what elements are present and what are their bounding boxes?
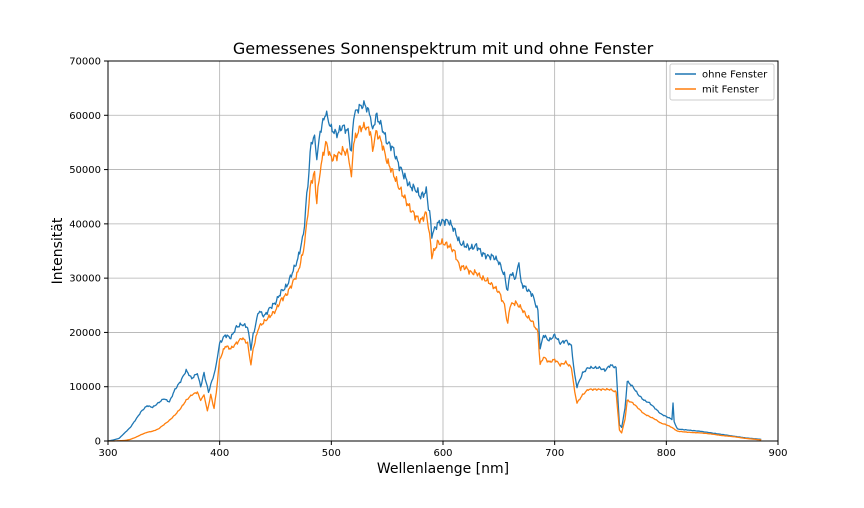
legend-label-ohne-fenster: ohne Fenster — [702, 70, 768, 81]
y-axis-ticks: 0 10000 20000 30000 40000 50000 60000 70000 — [69, 57, 108, 448]
series-line-mit-fenster — [108, 121, 762, 442]
y-tick-label-7: 70000 — [69, 57, 101, 68]
x-tick-label-4: 700 — [545, 448, 564, 459]
y-tick-label-3: 30000 — [69, 274, 101, 285]
y-tick-label-6: 60000 — [69, 111, 101, 122]
x-tick-label-1: 400 — [210, 448, 229, 459]
x-tick-label-5: 800 — [657, 448, 676, 459]
y-tick-label-1: 10000 — [69, 382, 101, 393]
y-tick-label-4: 40000 — [69, 219, 101, 230]
x-tick-label-2: 500 — [322, 448, 341, 459]
legend-box — [669, 63, 775, 101]
y-tick-label-5: 50000 — [69, 165, 101, 176]
series-group — [107, 100, 762, 442]
x-axis-ticks: 300 400 500 600 700 800 900 — [98, 441, 788, 459]
x-tick-label-3: 600 — [433, 448, 452, 459]
x-axis-label: Wellenlaenge [nm] — [377, 461, 509, 477]
y-axis-label: Intensität — [50, 217, 66, 284]
series-line-ohne-fenster — [107, 100, 762, 442]
x-tick-label-6: 900 — [768, 448, 787, 459]
y-tick-label-2: 20000 — [69, 328, 101, 339]
legend-label-mit-fenster: mit Fenster — [702, 85, 760, 96]
chart-title: Gemessenes Sonnenspektrum mit und ohne F… — [233, 39, 654, 58]
y-tick-label-0: 0 — [95, 437, 101, 448]
legend: ohne Fenster mit Fenster — [669, 63, 775, 101]
x-tick-label-0: 300 — [98, 448, 117, 459]
